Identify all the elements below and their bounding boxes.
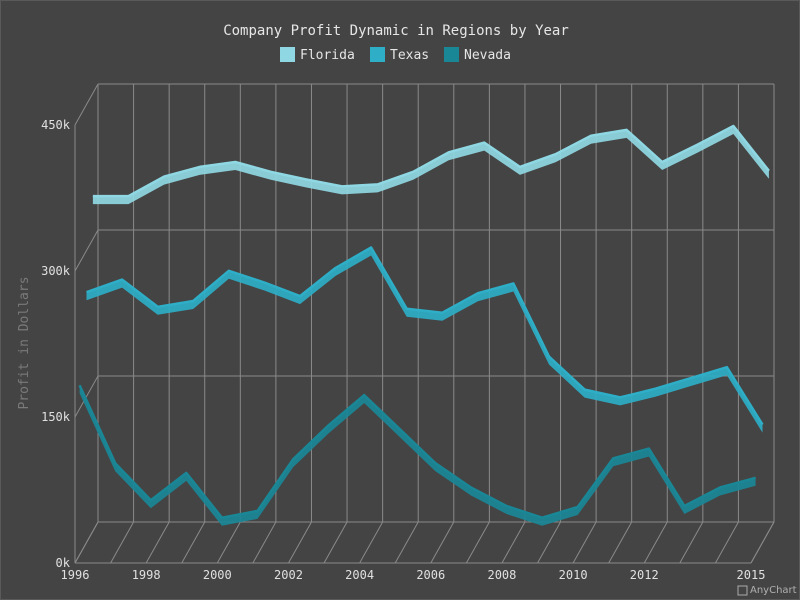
floor-diagonal [145,521,170,564]
x-tick-label: 2008 [487,568,516,582]
x-tick-label: 2015 [737,568,766,582]
series-texas[interactable] [86,246,764,433]
chart-title: Company Profit Dynamic in Regions by Yea… [223,23,569,39]
floor-diagonal [643,521,668,564]
floor-diagonal [288,521,312,564]
y-tick-label: 150k [41,410,71,424]
floor-diagonal [714,521,739,564]
floor-diagonal [608,521,633,564]
x-axis-ticks: 1996 1998 2000 2002 2004 2006 2008 2010 2012 2015 [61,568,766,582]
x-tick-label: 2012 [630,568,659,582]
grid [74,83,775,564]
floor-diagonal [537,521,561,564]
series-group [78,124,770,526]
legend-label-texas[interactable]: Texas [390,48,429,63]
floor-diagonal [572,521,597,564]
series-nevada[interactable] [78,384,756,526]
series-line-nevada[interactable] [78,384,756,519]
floor-diagonal [110,521,135,564]
legend[interactable]: Florida Texas Nevada [280,47,511,63]
grid-side-diagonal [74,375,99,418]
floor-diagonal [74,521,99,564]
grid-side-diagonal [74,229,99,272]
floor-diagonal [501,521,526,564]
floor-diagonal [181,521,206,564]
floor-diagonal [394,521,419,564]
floor-diagonal [359,521,384,564]
y-axis-ticks: 0k 150k 300k 450k [41,118,71,570]
series-florida[interactable] [92,124,770,205]
series-ribbon-florida[interactable] [92,126,769,205]
legend-label-florida[interactable]: Florida [300,48,355,63]
x-tick-label: 1998 [132,568,161,582]
series-line-florida[interactable] [92,124,770,198]
legend-label-nevada[interactable]: Nevada [464,48,511,63]
floor-diagonal [252,521,277,564]
x-tick-label: 2000 [203,568,232,582]
floor-diagonal [750,521,775,564]
legend-swatch-nevada[interactable] [444,47,459,62]
floor-diagonal [465,521,490,564]
y-tick-label: 450k [41,118,71,132]
credit-label[interactable]: AnyChart [750,585,797,596]
series-line-texas[interactable] [86,246,764,426]
x-tick-label: 2010 [559,568,588,582]
anychart-credit[interactable]: AnyChart [737,585,797,596]
anychart-logo-icon [737,585,748,596]
y-tick-label: 300k [41,264,71,278]
floor-diagonal [216,521,241,564]
legend-swatch-florida[interactable] [280,47,295,62]
series-ribbon-nevada[interactable] [79,385,756,526]
floor-diagonal [323,521,348,564]
floor-diagonal [430,521,455,564]
x-tick-label: 2006 [416,568,445,582]
series-ribbon-texas[interactable] [86,247,763,433]
floor-diagonal [679,521,704,564]
legend-swatch-texas[interactable] [370,47,385,62]
x-tick-label: 2004 [345,568,374,582]
x-tick-label: 1996 [61,568,90,582]
y-axis-title: Profit in Dollars [17,276,32,409]
y-tick-label: 0k [56,556,71,570]
x-tick-label: 2002 [274,568,303,582]
grid-side-diagonal [74,83,99,126]
